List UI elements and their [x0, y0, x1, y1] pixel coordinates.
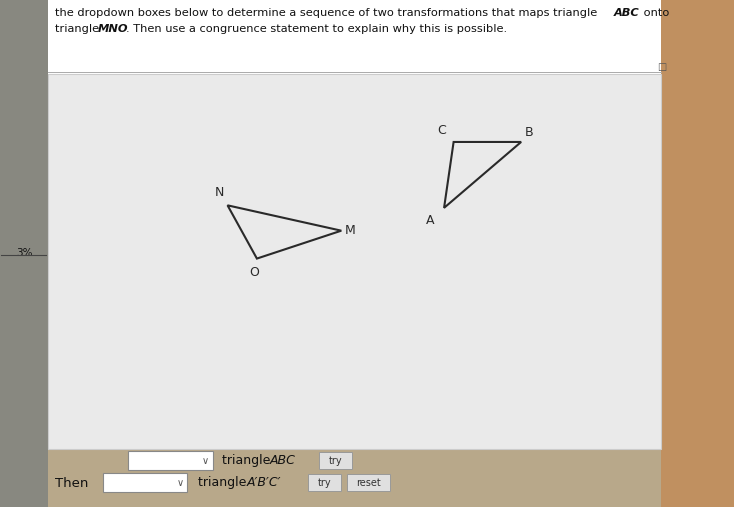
Text: ∨: ∨ — [176, 478, 184, 488]
Text: reset: reset — [356, 478, 381, 488]
Bar — [103, 473, 187, 492]
Text: MNO: MNO — [98, 24, 128, 34]
Bar — [661, 0, 734, 507]
Text: . Then use a congruence statement to explain why this is possible.: . Then use a congruence statement to exp… — [126, 24, 507, 34]
Text: ABC: ABC — [270, 454, 296, 467]
Bar — [48, 74, 661, 449]
Text: N: N — [214, 186, 224, 199]
Text: triangle: triangle — [198, 476, 250, 489]
Text: the dropdown boxes below to determine a sequence of two transformations that map: the dropdown boxes below to determine a … — [55, 8, 601, 18]
Text: ABC: ABC — [614, 8, 639, 18]
Bar — [347, 474, 390, 491]
Text: 3%: 3% — [16, 248, 32, 259]
Bar — [319, 452, 352, 469]
Text: A: A — [426, 214, 435, 227]
Bar — [128, 451, 213, 470]
Text: onto: onto — [640, 8, 669, 18]
Text: A′B′C′: A′B′C′ — [247, 476, 281, 489]
Bar — [308, 474, 341, 491]
Text: triangle: triangle — [55, 24, 103, 34]
Text: □: □ — [657, 62, 666, 72]
Text: O: O — [249, 266, 259, 279]
Text: Then: Then — [55, 477, 88, 490]
Text: try: try — [329, 456, 342, 466]
Text: C: C — [437, 124, 446, 137]
Bar — [48, 0, 661, 74]
Text: M: M — [345, 224, 356, 237]
Text: B: B — [525, 126, 534, 139]
Bar — [0, 0, 48, 507]
Text: ∨: ∨ — [202, 456, 209, 466]
Text: triangle: triangle — [222, 454, 274, 467]
Text: try: try — [318, 478, 331, 488]
